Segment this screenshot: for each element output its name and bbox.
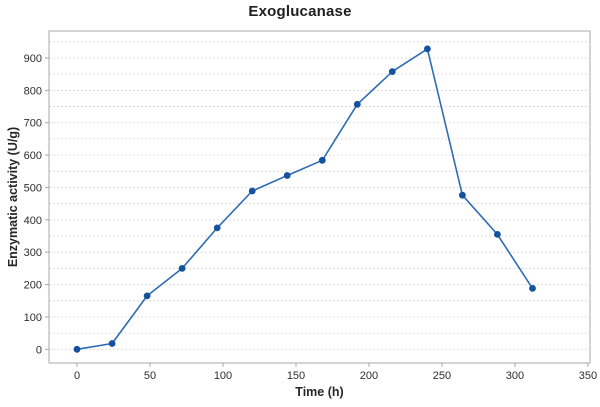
data-point: [143, 292, 151, 300]
chart-title: Exoglucanase: [248, 3, 352, 20]
x-tick-label: 250: [433, 370, 451, 382]
x-tick-label: 200: [360, 370, 378, 382]
data-point: [424, 45, 431, 53]
plot-border: [48, 30, 591, 364]
y-tick-label: 500: [24, 182, 42, 194]
data-point: [318, 156, 326, 164]
data-point: [494, 231, 501, 238]
x-tick-label: 50: [144, 370, 156, 382]
x-tick-label: 150: [287, 370, 305, 382]
y-tick-label: 600: [24, 150, 42, 162]
x-tick-label: 300: [506, 370, 524, 382]
data-point: [73, 345, 81, 353]
data-point: [213, 224, 221, 232]
y-tick-label: 200: [24, 280, 42, 292]
x-tick-label: 350: [579, 370, 597, 382]
data-point: [283, 172, 291, 179]
data-point: [459, 191, 466, 199]
x-axis-label: Time (h): [295, 385, 344, 399]
data-point: [529, 285, 536, 292]
series-line: [76, 48, 534, 351]
y-tick-label: 0: [36, 344, 42, 356]
y-tick-label: 400: [24, 215, 42, 227]
y-tick-label: 900: [24, 53, 42, 65]
data-point: [178, 265, 186, 272]
y-tick-label: 300: [24, 247, 42, 259]
data-point: [388, 68, 396, 75]
x-tick-label: 100: [214, 370, 232, 382]
y-tick-label: 800: [24, 85, 42, 97]
data-point: [353, 100, 361, 108]
x-tick-label: 0: [74, 370, 80, 382]
data-point: [108, 340, 116, 347]
y-tick-label: 100: [24, 312, 42, 324]
data-point: [248, 187, 256, 195]
y-tick-label: 700: [24, 118, 42, 130]
